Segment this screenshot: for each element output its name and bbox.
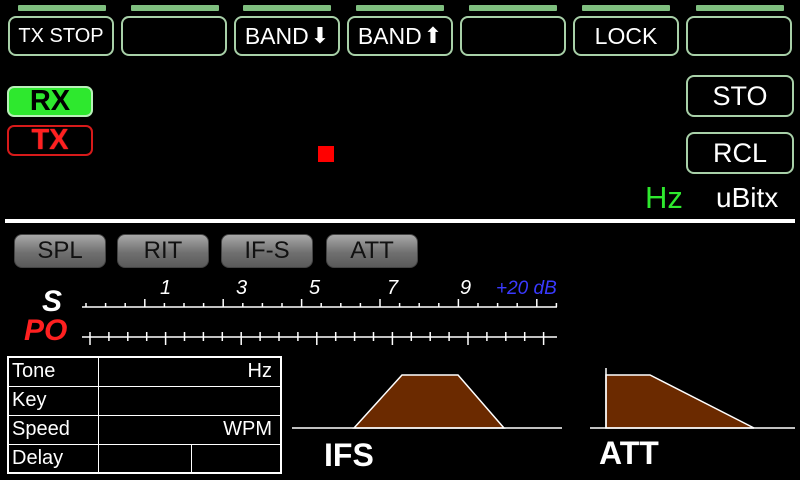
frequency-unit: Hz bbox=[645, 180, 683, 215]
keyer-name-tone: Tone bbox=[12, 360, 56, 382]
keyer-name-key: Key bbox=[12, 389, 47, 411]
rit-label: RIT bbox=[143, 237, 183, 264]
att-curve bbox=[605, 374, 755, 429]
band-up-label: BAND bbox=[357, 22, 422, 49]
s-scale-over: +20 dB bbox=[496, 278, 557, 299]
rit-button[interactable]: RIT bbox=[117, 234, 209, 268]
tx-label: TX bbox=[31, 124, 69, 156]
function-led-4 bbox=[356, 5, 444, 11]
function-button-7[interactable] bbox=[686, 16, 792, 56]
att-graph-label: ATT bbox=[599, 435, 659, 471]
function-led-2 bbox=[131, 5, 219, 11]
band-up-button[interactable]: BAND ⬆ bbox=[347, 16, 453, 56]
store-button[interactable]: STO bbox=[686, 75, 794, 117]
keyer-row-delay[interactable]: Delay bbox=[9, 445, 280, 472]
keyer-row-key[interactable]: Key bbox=[9, 387, 280, 416]
rx-label: RX bbox=[29, 85, 71, 117]
tx-status-marker bbox=[318, 146, 334, 162]
s-meter-scale bbox=[85, 299, 558, 307]
keyer-unit-tone: Hz bbox=[247, 360, 272, 382]
attenuator-button[interactable]: ATT bbox=[326, 234, 418, 268]
band-down-button[interactable]: BAND ⬇ bbox=[234, 16, 340, 56]
brand-label: uBitx bbox=[716, 182, 779, 213]
tx-stop-label: TX STOP bbox=[18, 24, 104, 47]
ifs-filter-graph bbox=[292, 374, 562, 429]
lock-label: LOCK bbox=[594, 22, 658, 49]
split-label: SPL bbox=[37, 237, 83, 264]
ifs-graph-label: IFS bbox=[324, 437, 374, 473]
recall-label: RCL bbox=[712, 137, 767, 168]
divider bbox=[5, 219, 795, 223]
power-meter-label: PO bbox=[24, 314, 68, 347]
function-led-6 bbox=[582, 5, 670, 11]
s-scale-7: 7 bbox=[387, 277, 399, 299]
signal-meter: 1 3 5 7 9 +20 dB bbox=[82, 277, 558, 345]
keyer-row-speed[interactable]: Speed WPM bbox=[9, 416, 280, 445]
s-meter-label: S bbox=[42, 285, 63, 318]
function-led-7 bbox=[696, 5, 784, 11]
s-scale-1: 1 bbox=[160, 277, 171, 299]
function-button-5[interactable] bbox=[460, 16, 566, 56]
s-scale-3: 3 bbox=[236, 277, 247, 299]
function-led-1 bbox=[18, 5, 106, 11]
recall-button[interactable]: RCL bbox=[686, 132, 794, 174]
function-led-3 bbox=[243, 5, 331, 11]
keyer-row-tone[interactable]: Tone Hz bbox=[9, 358, 280, 387]
if-shift-label: IF-S bbox=[244, 237, 290, 264]
keyer-settings-table: Tone Hz Key Speed WPM Delay bbox=[7, 356, 282, 474]
s-scale-5: 5 bbox=[309, 277, 321, 299]
arrow-up-icon: ⬆ bbox=[423, 23, 443, 48]
tx-indicator: TX bbox=[7, 124, 93, 156]
ifs-passband bbox=[352, 374, 506, 429]
keyer-name-delay: Delay bbox=[12, 447, 64, 469]
function-button-2[interactable] bbox=[121, 16, 227, 56]
att-graph bbox=[590, 368, 795, 429]
s-scale-9: 9 bbox=[460, 277, 471, 299]
lock-button[interactable]: LOCK bbox=[573, 16, 679, 56]
store-label: STO bbox=[712, 80, 768, 111]
tx-stop-button[interactable]: TX STOP bbox=[8, 16, 114, 56]
keyer-unit-speed: WPM bbox=[223, 418, 272, 440]
po-meter-scale bbox=[89, 332, 545, 345]
attenuator-label: ATT bbox=[350, 237, 394, 264]
if-shift-button[interactable]: IF-S bbox=[221, 234, 313, 268]
function-led-5 bbox=[469, 5, 557, 11]
rx-indicator: RX bbox=[7, 85, 93, 117]
band-down-label: BAND bbox=[244, 22, 309, 49]
arrow-down-icon: ⬇ bbox=[310, 23, 330, 48]
keyer-name-speed: Speed bbox=[12, 418, 70, 440]
split-button[interactable]: SPL bbox=[14, 234, 106, 268]
